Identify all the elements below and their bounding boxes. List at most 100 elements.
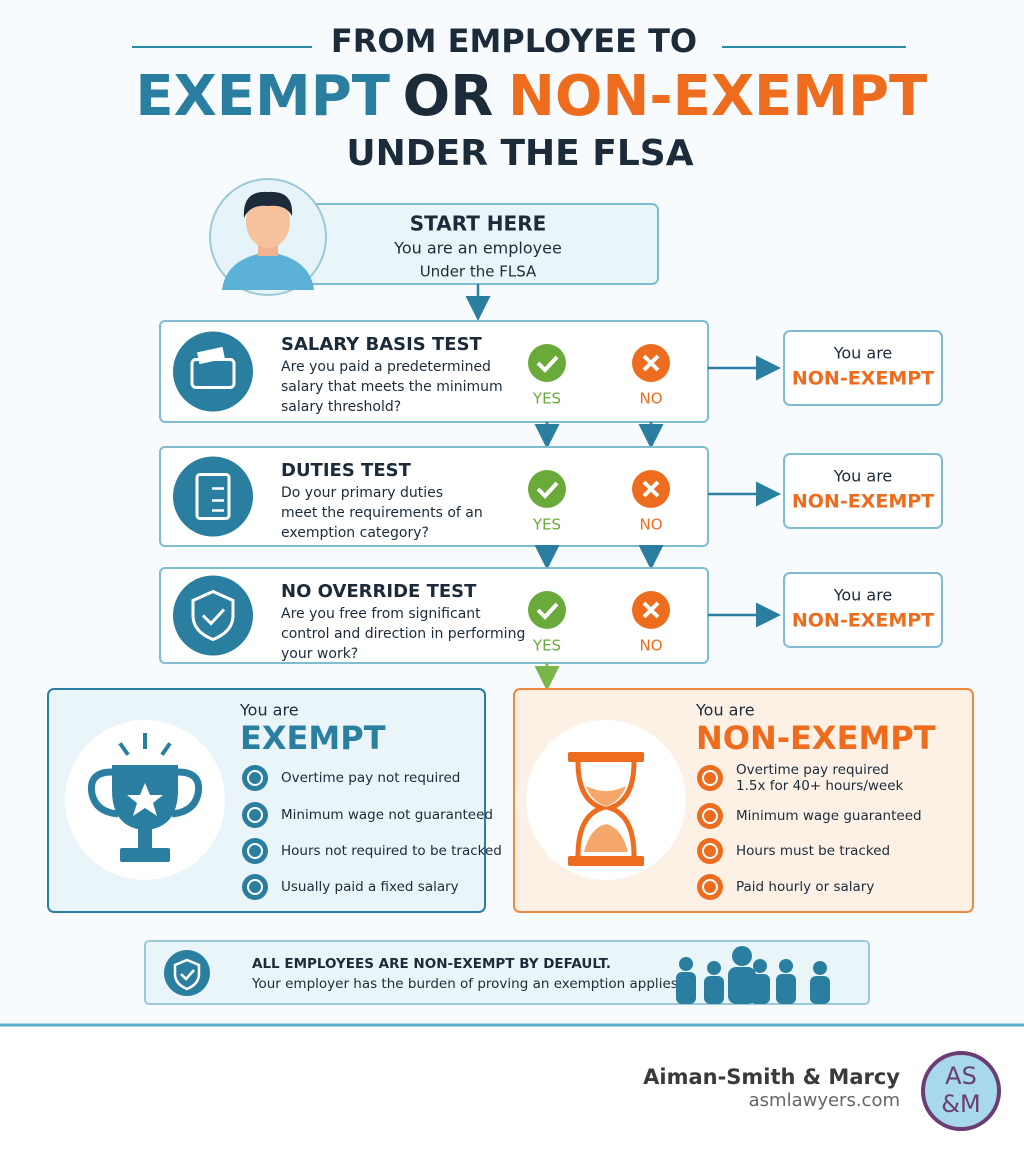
- exempt-prefix: You are: [239, 701, 299, 720]
- hourglass-icon: [568, 752, 644, 866]
- test-icon: [173, 456, 253, 537]
- test-node: DUTIES TEST Do your primary duties meet th…: [159, 446, 943, 570]
- hourglass-icon-part: [584, 824, 628, 852]
- footer: Aiman-Smith & Marcy asmlawyers.com AS &M: [0, 1023, 1024, 1131]
- item-icon: [242, 874, 268, 900]
- start-line: Under the FLSA: [420, 263, 537, 281]
- title-non-exempt: NON-EXEMPT: [508, 64, 927, 129]
- people-icon-part: [704, 976, 724, 1004]
- test-question: meet the requirements of an: [281, 505, 483, 521]
- no-label: NO: [639, 637, 662, 655]
- header: FROM EMPLOYEE TO EXEMPT OR NON-EXEMPT UN…: [132, 22, 927, 174]
- item-icon: [247, 843, 263, 859]
- yes-icon: [536, 481, 559, 499]
- test-title: DUTIES TEST: [281, 460, 412, 481]
- title-exempt: EXEMPT: [135, 64, 390, 129]
- item-icon: [247, 807, 263, 823]
- test-icon: [195, 473, 231, 520]
- people-icon-part: [776, 974, 796, 1004]
- people-icon-part: [728, 967, 756, 1004]
- exempt-item: Hours not required to be tracked: [281, 843, 502, 859]
- no-icon: [642, 480, 660, 498]
- item-icon: [242, 765, 268, 791]
- hourglass-icon-part: [586, 786, 626, 806]
- test-question: Do your primary duties: [281, 485, 443, 501]
- result-box: [783, 453, 943, 529]
- notice: ALL EMPLOYEES ARE NON-EXEMPT BY DEFAULT.…: [144, 940, 870, 1005]
- trophy-icon-part: [127, 783, 163, 816]
- people-icon-part: [676, 972, 696, 1004]
- test-question: salary threshold?: [281, 399, 401, 415]
- title-line3: UNDER THE FLSA: [346, 133, 693, 174]
- test-icon: [173, 331, 253, 412]
- item-icon: [697, 838, 723, 864]
- test-node: SALARY BASIS TEST Are you paid a predeter…: [159, 320, 943, 449]
- result-prefix: You are: [833, 467, 893, 486]
- test-question: Are you free from significant: [281, 606, 481, 622]
- no-icon: [642, 354, 660, 372]
- exempt-item: Overtime pay not required: [281, 770, 460, 786]
- yes-icon: [528, 344, 566, 382]
- non-exempt-prefix: You are: [695, 701, 755, 720]
- title-or: OR: [403, 64, 494, 129]
- item-icon: [242, 838, 268, 864]
- people-icon-part: [679, 957, 693, 971]
- result-box: [783, 572, 943, 648]
- logo-text: &M: [941, 1090, 980, 1118]
- tests: SALARY BASIS TEST Are you paid a predeter…: [159, 320, 943, 664]
- non-exempt-item: Hours must be tracked: [736, 843, 890, 859]
- trophy-icon-part: [160, 742, 172, 756]
- yes-icon: [536, 355, 559, 373]
- trophy-icon-part: [118, 742, 130, 756]
- hourglass-icon-part: [575, 761, 637, 857]
- exempt-title: EXEMPT: [240, 719, 386, 757]
- test-question: control and direction in performing: [281, 626, 525, 642]
- people-icon-part: [750, 974, 770, 1004]
- test-question: salary that meets the minimum: [281, 379, 503, 395]
- people-icon-part: [707, 961, 721, 975]
- notice-part: [180, 969, 195, 981]
- exempt-items: Overtime pay not required Minimum wage no…: [242, 765, 502, 900]
- trophy-icon-part: [171, 768, 203, 818]
- result-label: NON-EXEMPT: [792, 368, 934, 390]
- yes-label: YES: [532, 637, 561, 655]
- notice-text: Your employer has the burden of proving …: [251, 976, 682, 992]
- start-node-part: [243, 191, 293, 218]
- item-icon: [702, 879, 718, 895]
- test-icon: [191, 589, 235, 642]
- notice-part: [164, 950, 210, 996]
- result-prefix: You are: [833, 344, 893, 363]
- test-question: Are you paid a predetermined: [281, 359, 491, 375]
- test-question: your work?: [281, 646, 358, 662]
- people-icon-part: [810, 976, 830, 1004]
- exempt-item: Usually paid a fixed salary: [281, 879, 459, 895]
- test-question: exemption category?: [281, 525, 429, 541]
- trophy-icon: [87, 733, 203, 862]
- hourglass-icon-part: [568, 752, 644, 762]
- people-icon-part: [732, 946, 752, 966]
- test-title: SALARY BASIS TEST: [281, 334, 483, 355]
- non-exempt-panel: You are NON-EXEMPT Overtime pay required…: [513, 688, 974, 913]
- item-icon: [702, 808, 718, 824]
- exempt-item: Minimum wage not guaranteed: [281, 807, 493, 823]
- yes-icon: [528, 470, 566, 508]
- trophy-icon-part: [87, 768, 119, 818]
- people-icon: [676, 946, 830, 1004]
- item-icon: [697, 765, 723, 791]
- people-icon-part: [779, 959, 793, 973]
- non-exempt-item: Overtime pay required: [736, 762, 889, 778]
- non-exempt-item: Paid hourly or salary: [736, 879, 874, 895]
- firm-name: Aiman-Smith & Marcy: [643, 1065, 900, 1089]
- trophy-icon-part: [120, 848, 170, 862]
- item-icon: [697, 874, 723, 900]
- item-icon: [247, 879, 263, 895]
- hourglass-icon-part: [568, 856, 644, 866]
- trophy-icon-part: [138, 828, 152, 848]
- no-icon: [642, 601, 660, 619]
- test-box: [159, 320, 709, 423]
- no-label: NO: [639, 516, 662, 534]
- logo-text: AS: [945, 1062, 977, 1090]
- test-node: NO OVERRIDE TEST Are you free from signif…: [159, 567, 943, 664]
- test-icon: [197, 346, 225, 365]
